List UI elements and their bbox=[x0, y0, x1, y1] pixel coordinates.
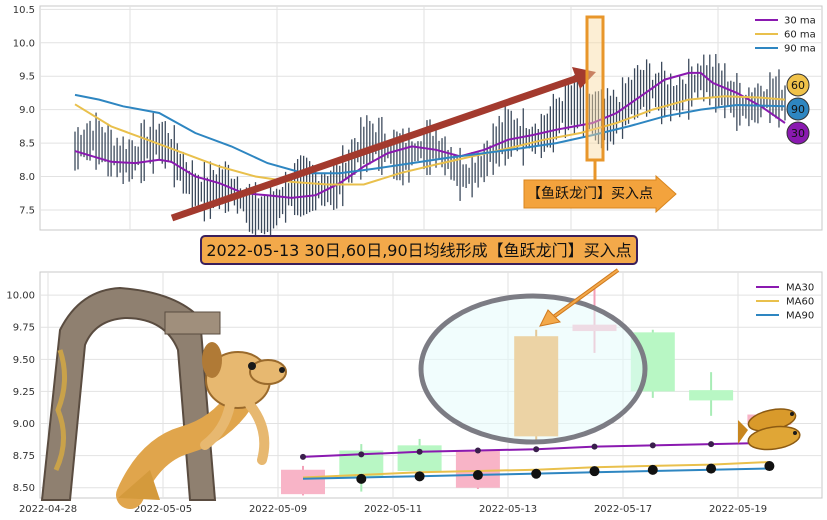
top-line-60-ma bbox=[74, 95, 786, 186]
ma-marker-dot bbox=[589, 466, 600, 477]
ma-marker-dot bbox=[472, 470, 483, 481]
bottom-x-tick-label: 2022-05-17 bbox=[594, 504, 652, 515]
ma-badge-label: 60 bbox=[791, 79, 805, 92]
bottom-x-tick-label: 2022-05-19 bbox=[709, 504, 767, 515]
top-legend-label: 90 ma bbox=[784, 44, 816, 55]
ma30-dot bbox=[649, 442, 656, 449]
bottom-y-tick-label: 10.00 bbox=[6, 291, 35, 302]
ma-marker-dot bbox=[764, 461, 775, 472]
top-y-tick-label: 7.5 bbox=[19, 205, 35, 216]
bottom-x-tick-label: 2022-05-11 bbox=[364, 504, 422, 515]
bottom-panel: 8.50 8.75 9.00 9.25 9.50 9.75 10.00 2022-04-28… bbox=[6, 268, 823, 515]
bottom-y-tick-label: 9.75 bbox=[13, 323, 35, 334]
bottom-ma-lines bbox=[300, 439, 775, 484]
top-legend-label: 30 ma bbox=[784, 16, 816, 27]
top-y-tick-label: 10.0 bbox=[13, 38, 35, 49]
candle-body bbox=[689, 390, 734, 401]
buy-point-callout: 【鱼跃龙门】买入点 bbox=[523, 174, 677, 214]
golden-carp-illustration bbox=[738, 408, 801, 451]
top-legend: 30 ma 60 ma 90 ma bbox=[755, 16, 816, 55]
candle-body bbox=[281, 469, 325, 495]
bottom-legend-label: MA90 bbox=[786, 311, 814, 322]
bottom-x-axis: 2022-04-28 2022-05-05 2022-05-09 2022-05-11… bbox=[19, 504, 767, 515]
bottom-y-tick-label: 8.50 bbox=[13, 483, 35, 494]
ma-badge bbox=[786, 73, 810, 97]
ma30-dot bbox=[708, 441, 715, 448]
bottom-y-tick-label: 9.50 bbox=[13, 355, 35, 366]
top-y-tick-label: 8.5 bbox=[19, 139, 35, 150]
ma-badges: 60 90 30 bbox=[786, 73, 810, 145]
top-y-tick-label: 8.0 bbox=[19, 172, 35, 183]
bottom-x-tick-label: 2022-04-28 bbox=[19, 504, 77, 515]
top-y-tick-label: 9.0 bbox=[19, 105, 35, 116]
top-panel: 7.5 8.0 8.5 9.0 9.5 10.0 10.5 【鱼跃龙门】买入点 60 90 30… bbox=[13, 5, 823, 243]
top-legend-label: 60 ma bbox=[784, 30, 816, 41]
top-y-tick-label: 10.5 bbox=[13, 5, 35, 16]
ma30-dot bbox=[533, 446, 540, 453]
bottom-legend: MA30 MA60 MA90 bbox=[756, 283, 814, 322]
ma-marker-dot bbox=[706, 463, 717, 474]
buy-point-label: 【鱼跃龙门】买入点 bbox=[527, 185, 653, 202]
ma-badge-label: 30 bbox=[791, 127, 805, 140]
bottom-x-tick-label: 2022-05-13 bbox=[479, 504, 537, 515]
ma-badge bbox=[786, 97, 810, 121]
bottom-x-tick-label: 2022-05-05 bbox=[134, 504, 192, 515]
bottom-legend-label: MA30 bbox=[786, 283, 814, 294]
bottom-y-tick-label: 9.00 bbox=[13, 419, 35, 430]
bottom-legend-label: MA60 bbox=[786, 297, 814, 308]
ma-marker-dot bbox=[414, 471, 425, 482]
top-y-axis: 7.5 8.0 8.5 9.0 9.5 10.0 10.5 bbox=[13, 5, 35, 217]
top-line-90-ma bbox=[74, 93, 786, 175]
signal-highlight-box bbox=[585, 15, 605, 162]
signal-ellipse bbox=[418, 293, 648, 445]
ma30-dot bbox=[358, 451, 365, 458]
ma-marker-dot bbox=[356, 473, 367, 484]
fish-dog-illustration bbox=[116, 342, 287, 509]
bottom-y-tick-label: 9.25 bbox=[13, 387, 35, 398]
top-gridlines bbox=[40, 6, 822, 230]
top-y-tick-label: 9.5 bbox=[19, 72, 35, 83]
candle-body bbox=[455, 450, 500, 488]
ma30-dot bbox=[591, 443, 598, 450]
ma-marker-dot bbox=[647, 464, 658, 475]
title-banner: 2022-05-13 30日,60日,90日均线形成【鱼跃龙门】买入点 bbox=[200, 235, 638, 265]
ma-badge bbox=[786, 121, 810, 145]
chart-title: 2022-05-13 30日,60日,90日均线形成【鱼跃龙门】买入点 bbox=[206, 241, 631, 260]
trend-arrow bbox=[170, 67, 596, 222]
bottom-y-tick-label: 8.75 bbox=[13, 451, 35, 462]
ma30-dot bbox=[300, 453, 306, 460]
ma-marker-dot bbox=[531, 468, 542, 479]
stone-gate-illustration bbox=[40, 286, 221, 501]
bottom-x-tick-label: 2022-05-09 bbox=[249, 504, 307, 515]
bottom-y-axis: 8.50 8.75 9.00 9.25 9.50 9.75 10.00 bbox=[6, 291, 35, 495]
pointer-arrow bbox=[539, 268, 620, 327]
ma30-dot bbox=[474, 447, 481, 454]
ma-badge-label: 90 bbox=[791, 103, 805, 116]
top-ma-lines bbox=[74, 71, 786, 199]
top-line-30-ma bbox=[74, 71, 786, 199]
ma30-dot bbox=[416, 448, 423, 455]
